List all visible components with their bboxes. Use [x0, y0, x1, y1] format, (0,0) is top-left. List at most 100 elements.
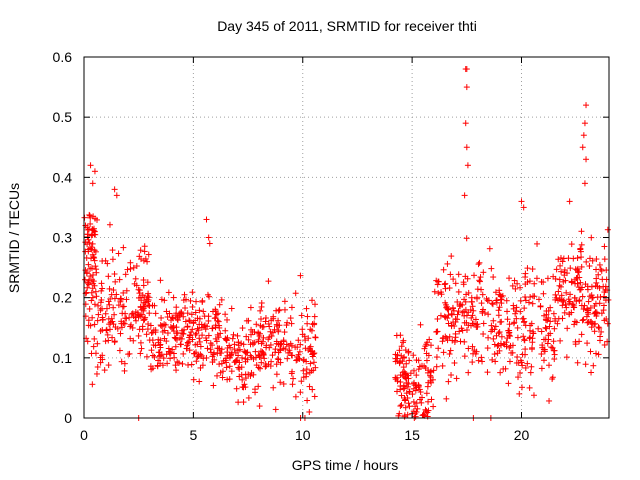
data-point [307, 343, 314, 350]
data-point [551, 325, 558, 332]
data-point [462, 273, 469, 280]
data-point [568, 279, 575, 286]
data-point [188, 329, 195, 336]
data-point [155, 339, 162, 346]
data-point [297, 389, 304, 396]
data-point [257, 354, 264, 361]
y-tick-label: 0 [64, 410, 72, 426]
data-point [85, 261, 92, 268]
data-point [583, 258, 590, 265]
data-point [442, 285, 449, 292]
data-point [144, 279, 151, 286]
data-point [290, 375, 297, 382]
data-point [241, 348, 248, 355]
data-point [193, 298, 200, 305]
data-point [215, 334, 222, 341]
data-point [99, 258, 106, 265]
data-point [453, 375, 460, 382]
data-point [547, 304, 554, 311]
data-point [92, 215, 99, 222]
data-point [597, 337, 604, 344]
data-point [576, 286, 583, 293]
data-point [273, 371, 280, 378]
data-point [594, 283, 601, 290]
data-point [405, 400, 412, 407]
data-point [422, 343, 429, 350]
data-point [94, 317, 101, 324]
data-point [484, 345, 491, 352]
data-point [121, 367, 128, 374]
data-point [583, 102, 590, 109]
data-point [603, 267, 610, 274]
data-point [143, 331, 150, 338]
data-point [585, 298, 592, 305]
data-point [448, 253, 455, 260]
data-point [139, 323, 146, 330]
data-point [558, 268, 565, 275]
data-point [578, 302, 585, 309]
data-point [216, 324, 223, 331]
data-point [110, 287, 117, 294]
data-point [476, 278, 483, 285]
data-point [507, 332, 514, 339]
data-point [495, 307, 502, 314]
data-point [181, 291, 188, 298]
data-point [180, 350, 187, 357]
x-tick-label: 20 [514, 427, 530, 443]
data-point [304, 320, 311, 327]
data-point [528, 363, 535, 370]
data-point [294, 356, 301, 363]
data-point [542, 324, 549, 331]
data-point [549, 374, 556, 381]
data-point [434, 328, 441, 335]
data-point [446, 333, 453, 340]
data-point [103, 327, 110, 334]
data-point [209, 325, 216, 332]
data-point [245, 317, 252, 324]
data-point [91, 257, 98, 264]
data-point [133, 317, 140, 324]
data-point [234, 332, 241, 339]
data-point [105, 315, 112, 322]
data-point [196, 378, 203, 385]
data-point [164, 360, 171, 367]
data-point [462, 120, 469, 127]
data-point [199, 362, 206, 369]
data-point [111, 270, 118, 277]
data-point [188, 311, 195, 318]
data-point [152, 310, 159, 317]
data-point [479, 358, 486, 365]
data-point [82, 239, 89, 246]
data-point [393, 388, 400, 395]
data-point [213, 311, 220, 318]
data-point [405, 348, 412, 355]
data-point [201, 313, 208, 320]
data-point [566, 311, 573, 318]
data-point [276, 306, 283, 313]
data-point [431, 288, 438, 295]
data-point [154, 362, 161, 369]
data-point [583, 156, 590, 163]
data-point [492, 358, 499, 365]
data-point [255, 383, 262, 390]
data-point [574, 274, 581, 281]
data-point [88, 297, 95, 304]
data-point [528, 320, 535, 327]
data-point [491, 351, 498, 358]
data-point [309, 297, 316, 304]
data-point [145, 321, 152, 328]
data-point [240, 399, 247, 406]
data-point [410, 352, 417, 359]
data-point [310, 359, 317, 366]
data-point [252, 348, 259, 355]
data-point [310, 350, 317, 357]
data-point [88, 255, 95, 262]
data-point [582, 361, 589, 368]
data-point [604, 226, 611, 233]
data-point [452, 334, 459, 341]
data-point [256, 330, 263, 337]
data-point [461, 192, 468, 199]
y-tick-label: 0.3 [53, 230, 73, 246]
data-point [579, 317, 586, 324]
data-point [429, 376, 436, 383]
